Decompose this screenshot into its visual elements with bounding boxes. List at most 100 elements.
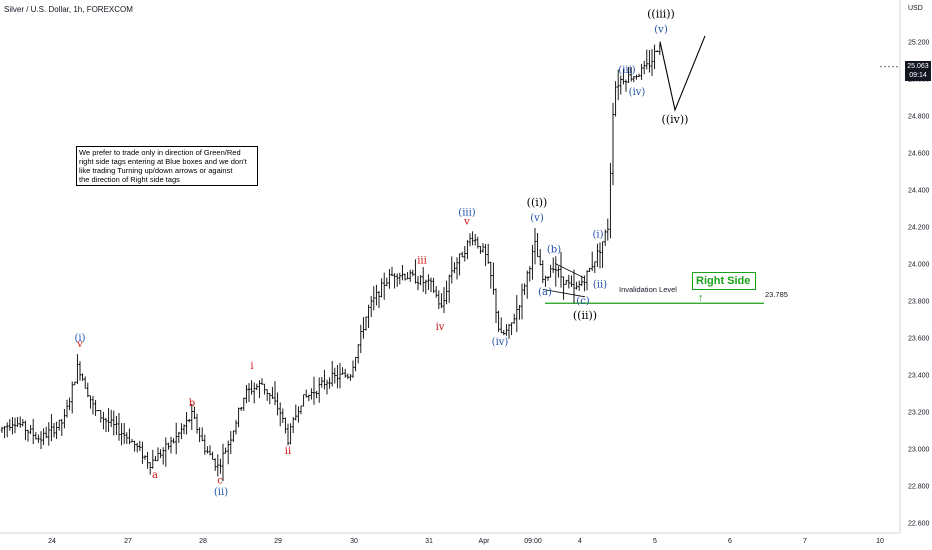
x-tick-label: 10 bbox=[876, 538, 884, 545]
ohlc-bar bbox=[138, 440, 141, 452]
ohlc-bar bbox=[390, 266, 394, 277]
ohlc-bar bbox=[367, 304, 370, 328]
ohlc-bar bbox=[8, 419, 11, 431]
ohlc-bar bbox=[489, 261, 492, 289]
ohlc-bar bbox=[242, 397, 245, 411]
ohlc-bar bbox=[6, 422, 9, 438]
ohlc-bar bbox=[409, 269, 412, 282]
ohlc-bar bbox=[11, 416, 14, 435]
ohlc-bar bbox=[359, 324, 362, 354]
ohlc-bar bbox=[396, 273, 399, 287]
ohlc-bar bbox=[627, 67, 630, 83]
ohlc-bar bbox=[318, 377, 321, 403]
x-tick-label: 27 bbox=[124, 538, 132, 545]
ohlc-bar bbox=[536, 232, 539, 258]
ohlc-bar bbox=[86, 382, 89, 398]
ohlc-bar bbox=[531, 244, 534, 280]
ohlc-bar bbox=[172, 438, 175, 444]
ohlc-bar bbox=[162, 447, 165, 465]
ohlc-bar bbox=[393, 273, 396, 289]
wave-label: (v) bbox=[654, 24, 668, 35]
ohlc-bar bbox=[58, 419, 61, 431]
ohlc-bar bbox=[497, 310, 500, 332]
ohlc-bar bbox=[279, 402, 282, 427]
y-tick-label: 23.600 bbox=[908, 336, 930, 343]
ohlc-bar bbox=[39, 431, 43, 449]
ohlc-bar bbox=[102, 411, 105, 430]
ohlc-bar bbox=[357, 344, 360, 364]
ohlc-bar bbox=[502, 329, 505, 336]
ohlc-bar bbox=[195, 413, 199, 434]
ohlc-bar bbox=[468, 233, 472, 247]
wave-label: c bbox=[217, 476, 223, 487]
ohlc-bar bbox=[419, 274, 422, 286]
ohlc-bar bbox=[432, 277, 435, 293]
ohlc-bar bbox=[484, 243, 487, 267]
ohlc-bar bbox=[143, 455, 147, 460]
ohlc-bar bbox=[364, 316, 368, 331]
ohlc-bar bbox=[292, 416, 295, 434]
right-side-label: Right Side bbox=[696, 275, 751, 287]
ohlc-bar bbox=[650, 49, 654, 76]
ohlc-bar bbox=[349, 374, 352, 381]
ohlc-bar bbox=[128, 428, 131, 445]
wave-label: ((iv)) bbox=[662, 113, 689, 126]
invalidation-value: 23.785 bbox=[765, 290, 788, 299]
ohlc-bar bbox=[442, 287, 446, 314]
ohlc-bar bbox=[653, 44, 656, 70]
ohlc-bar bbox=[474, 234, 477, 246]
ohlc-bar bbox=[429, 277, 433, 293]
ohlc-bar bbox=[385, 277, 388, 287]
ohlc-bar bbox=[305, 389, 308, 398]
ohlc-bar bbox=[299, 405, 303, 415]
ohlc-bar bbox=[63, 408, 66, 429]
ohlc-bar bbox=[250, 380, 253, 395]
ohlc-bar bbox=[471, 231, 474, 246]
x-tick-label: 09:00 bbox=[524, 538, 542, 545]
y-tick-label: 23.400 bbox=[908, 373, 930, 380]
ohlc-bar bbox=[286, 423, 290, 446]
ohlc-bar bbox=[190, 403, 193, 430]
ohlc-bar bbox=[643, 60, 646, 75]
ohlc-bar bbox=[528, 266, 531, 282]
ohlc-bar bbox=[198, 427, 201, 443]
ohlc-bar bbox=[476, 236, 479, 249]
ohlc-bar bbox=[325, 379, 329, 395]
ohlc-bar bbox=[520, 283, 524, 320]
ohlc-bar bbox=[487, 243, 490, 264]
ohlc-bar bbox=[354, 356, 357, 372]
wave-label: (i) bbox=[592, 230, 603, 241]
ohlc-bar bbox=[533, 228, 537, 265]
ohlc-bar bbox=[55, 421, 58, 440]
ohlc-bar bbox=[552, 257, 555, 273]
y-tick-label: 24.600 bbox=[908, 151, 930, 158]
ohlc-bar bbox=[562, 276, 565, 300]
ohlc-bar bbox=[554, 256, 557, 287]
ohlc-bar bbox=[614, 81, 617, 117]
ohlc-bar bbox=[572, 269, 576, 304]
ohlc-bar bbox=[375, 284, 378, 306]
ohlc-bar bbox=[450, 256, 453, 284]
wave-label: ((i)) bbox=[527, 196, 548, 209]
ohlc-bar bbox=[97, 409, 100, 412]
ohlc-bar bbox=[216, 454, 219, 477]
ohlc-bar bbox=[182, 424, 186, 435]
ohlc-bar bbox=[42, 428, 45, 446]
ohlc-bar bbox=[297, 406, 300, 423]
last-price: 25.063 bbox=[907, 63, 929, 70]
x-tick-label: Apr bbox=[479, 538, 491, 545]
ohlc-bar bbox=[149, 462, 152, 475]
ohlc-bar bbox=[315, 390, 318, 399]
ohlc-bar bbox=[266, 389, 269, 401]
ohlc-bar bbox=[312, 376, 316, 405]
ohlc-bar bbox=[437, 290, 440, 310]
note-line: like trading Turning up/down arrows or a… bbox=[79, 166, 233, 175]
ohlc-bar bbox=[416, 275, 420, 291]
ohlc-bar bbox=[630, 67, 633, 82]
ohlc-bar bbox=[78, 361, 82, 381]
ohlc-bar bbox=[47, 422, 50, 446]
ohlc-bar bbox=[463, 246, 466, 262]
ohlc-bar bbox=[458, 253, 461, 276]
ohlc-bar bbox=[263, 383, 266, 395]
